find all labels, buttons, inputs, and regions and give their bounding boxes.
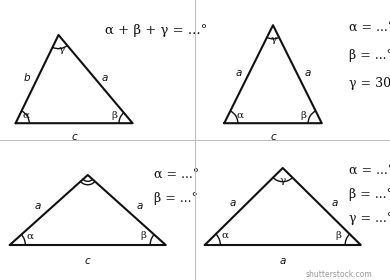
Text: γ: γ bbox=[280, 176, 286, 185]
Text: β: β bbox=[300, 111, 306, 120]
Text: β: β bbox=[111, 111, 117, 120]
Text: β: β bbox=[140, 231, 146, 241]
Text: a: a bbox=[136, 201, 143, 211]
Text: a: a bbox=[35, 201, 41, 211]
Text: γ: γ bbox=[58, 45, 65, 53]
Text: a: a bbox=[280, 256, 286, 266]
Text: c: c bbox=[71, 132, 77, 142]
Text: β = ...°: β = ...° bbox=[154, 192, 198, 205]
Text: a: a bbox=[101, 73, 108, 83]
Text: a: a bbox=[304, 68, 310, 78]
Text: β = ...°: β = ...° bbox=[349, 188, 390, 201]
Text: γ = ...°: γ = ...° bbox=[349, 212, 390, 225]
Text: α = ...°: α = ...° bbox=[154, 169, 199, 181]
Text: a: a bbox=[230, 198, 236, 208]
Text: β = ...°: β = ...° bbox=[349, 50, 390, 62]
Text: shutterstock.com: shutterstock.com bbox=[306, 270, 373, 279]
Text: α: α bbox=[236, 111, 243, 120]
Text: b: b bbox=[24, 73, 30, 83]
Text: γ: γ bbox=[271, 35, 277, 44]
Text: α = ...°: α = ...° bbox=[349, 164, 390, 177]
Text: α: α bbox=[222, 231, 229, 240]
Text: c: c bbox=[270, 132, 276, 142]
Text: c: c bbox=[85, 256, 90, 266]
Text: γ = 30°: γ = 30° bbox=[349, 78, 390, 90]
Text: α: α bbox=[27, 231, 34, 241]
Text: α + β + γ = ...°: α + β + γ = ...° bbox=[105, 24, 207, 37]
Text: a: a bbox=[236, 68, 242, 78]
Text: α = ...°: α = ...° bbox=[349, 22, 390, 34]
Text: β: β bbox=[335, 231, 341, 240]
Text: a: a bbox=[332, 198, 338, 208]
Text: α: α bbox=[23, 111, 30, 120]
